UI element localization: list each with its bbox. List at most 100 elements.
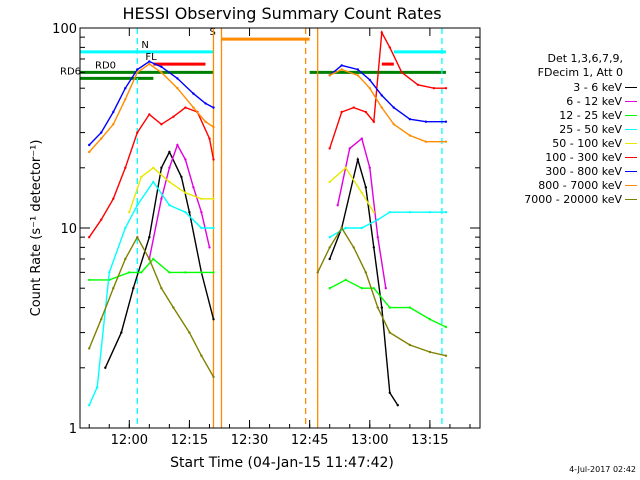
data-point-8-10 xyxy=(212,375,215,379)
data-point-3-4 xyxy=(136,204,139,207)
data-point-6-17 xyxy=(408,118,412,121)
data-point-1-4 xyxy=(184,158,187,161)
legend-swatch-6 xyxy=(625,170,637,172)
data-point-6-14 xyxy=(368,78,371,82)
data-point-5-10 xyxy=(208,137,211,140)
data-point-8-15 xyxy=(364,271,367,274)
data-point-2-0 xyxy=(88,278,91,282)
flag-label-rd0: RD0 xyxy=(95,60,116,71)
legend-item-3: 25 - 50 keV xyxy=(495,122,637,136)
legend-item-8: 7000 - 20000 keV xyxy=(495,192,637,206)
data-point-7-7 xyxy=(176,87,179,90)
data-point-8-11 xyxy=(316,271,319,274)
data-point-3-7 xyxy=(184,211,187,214)
x-axis-label: Start Time (04-Jan-15 11:47:42) xyxy=(170,455,394,471)
data-point-4-5 xyxy=(200,197,203,200)
data-point-8-5 xyxy=(148,257,151,261)
data-point-0-16 xyxy=(388,391,391,394)
data-point-5-18 xyxy=(388,46,391,49)
data-point-3-5 xyxy=(152,180,155,184)
data-point-6-0 xyxy=(88,143,91,147)
legend-swatch-5 xyxy=(625,156,637,158)
data-point-4-6 xyxy=(212,197,215,200)
data-point-8-13 xyxy=(340,226,343,230)
data-point-7-13 xyxy=(356,74,359,77)
data-point-2-2 xyxy=(128,271,131,274)
data-point-5-22 xyxy=(444,87,448,90)
data-point-1-12 xyxy=(376,236,379,239)
legend-label-2: 12 - 25 keV xyxy=(559,108,622,122)
data-point-0-2 xyxy=(132,287,135,290)
y-axis-label: Count Rate (s⁻¹ detector⁻¹) xyxy=(29,140,44,317)
data-point-8-17 xyxy=(388,331,391,334)
data-point-2-8 xyxy=(212,271,215,274)
data-point-1-1 xyxy=(160,197,163,200)
data-point-7-12 xyxy=(340,68,343,71)
data-point-5-3 xyxy=(124,166,127,169)
data-point-7-15 xyxy=(380,106,383,109)
data-point-8-14 xyxy=(352,246,355,249)
legend-label-8: 7000 - 20000 keV xyxy=(524,192,622,206)
series-line-0 xyxy=(104,150,399,406)
data-point-8-6 xyxy=(160,287,163,290)
data-point-7-9 xyxy=(204,120,207,123)
legend-item-2: 12 - 25 keV xyxy=(495,108,637,122)
x-tick-label-2: 12:30 xyxy=(231,433,268,448)
data-point-7-0 xyxy=(88,150,91,154)
data-point-0-9 xyxy=(212,318,215,321)
data-point-8-18 xyxy=(408,343,412,347)
data-point-4-4 xyxy=(184,191,187,194)
data-point-5-1 xyxy=(100,218,103,221)
data-point-1-7 xyxy=(208,246,211,249)
data-point-8-4 xyxy=(136,236,139,239)
data-point-8-20 xyxy=(444,354,448,357)
generation-timestamp: 4-Jul-2017 02:42 xyxy=(569,465,636,474)
x-tick-label-0: 12:00 xyxy=(111,433,148,448)
data-point-2-12 xyxy=(372,287,375,290)
data-point-0-3 xyxy=(148,236,151,239)
data-point-0-1 xyxy=(120,331,123,334)
data-point-5-21 xyxy=(432,87,436,90)
data-point-2-16 xyxy=(444,325,448,329)
data-point-6-13 xyxy=(356,68,359,71)
data-point-2-5 xyxy=(168,271,171,274)
data-point-0-12 xyxy=(356,158,359,161)
x-tick-label-5: 13:15 xyxy=(411,433,448,448)
data-point-5-8 xyxy=(184,106,187,109)
legend-label-6: 300 - 800 keV xyxy=(545,164,622,178)
data-point-5-15 xyxy=(364,110,367,114)
y-tick-label-2: 100 xyxy=(52,22,77,37)
data-point-2-15 xyxy=(428,318,432,321)
flag-label-n: N xyxy=(141,40,148,51)
data-point-5-12 xyxy=(328,147,331,150)
data-point-4-10 xyxy=(372,211,375,214)
x-axis: 12:00 12:15 12:30 12:45 13:00 13:15 xyxy=(88,28,471,448)
data-point-6-6 xyxy=(160,65,163,69)
data-point-3-11 xyxy=(344,226,347,230)
data-point-1-3 xyxy=(176,143,179,147)
legend-swatch-8 xyxy=(625,198,637,200)
series-line-8 xyxy=(88,226,447,378)
data-point-7-19 xyxy=(444,140,448,143)
legend-label-3: 25 - 50 keV xyxy=(559,122,622,136)
plot-frame xyxy=(79,27,481,429)
data-point-4-9 xyxy=(360,191,363,194)
data-point-2-10 xyxy=(344,278,347,282)
data-point-4-7 xyxy=(328,180,331,184)
data-point-8-7 xyxy=(172,306,175,309)
data-point-5-20 xyxy=(416,83,420,87)
series-line-1 xyxy=(148,137,387,289)
chart-title: HESSI Observing Summary Count Rates xyxy=(122,4,441,23)
y-tick-label-0: 1 xyxy=(69,422,77,437)
data-point-0-4 xyxy=(160,166,163,169)
data-point-4-0 xyxy=(128,211,131,214)
data-point-2-14 xyxy=(408,306,412,309)
data-point-0-6 xyxy=(180,175,183,179)
data-point-7-5 xyxy=(148,62,151,66)
legend-item-1: 6 - 12 keV xyxy=(495,94,637,108)
data-point-2-3 xyxy=(140,271,143,274)
data-point-1-10 xyxy=(360,137,363,140)
data-point-5-13 xyxy=(340,110,343,114)
data-point-6-8 xyxy=(192,92,195,95)
data-point-0-0 xyxy=(104,366,107,369)
